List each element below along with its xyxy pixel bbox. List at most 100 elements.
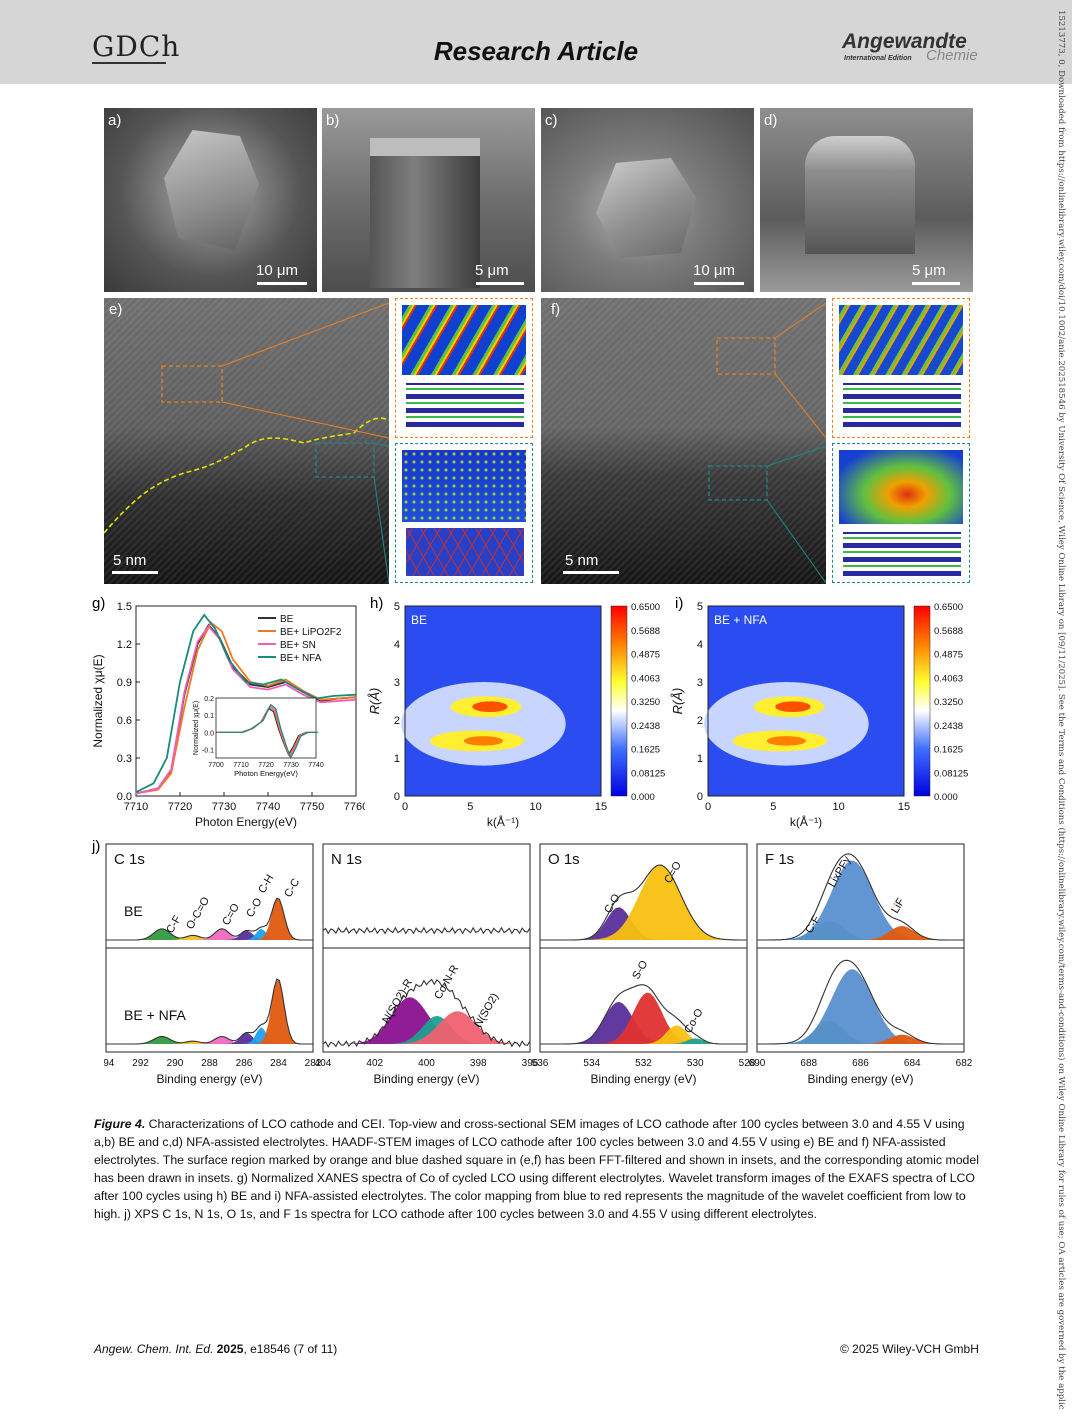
chart-title: BE — [411, 613, 427, 627]
xps-peak — [106, 978, 313, 1044]
x-axis-label: Binding energy (eV) — [156, 1072, 262, 1086]
gdch-logo: GDCh — [92, 30, 181, 63]
xps-peak — [106, 929, 313, 940]
colorbar-label: 0.4063 — [631, 673, 660, 684]
y-tick-label: 0.3 — [117, 753, 132, 765]
colorbar — [610, 605, 628, 797]
x-tick-label: 7710 — [124, 801, 148, 813]
x-tick-label: 528 — [739, 1058, 756, 1069]
panel-label: f) — [551, 301, 561, 318]
panel-label: c) — [545, 112, 558, 129]
colorbar-label: 0.4875 — [934, 650, 963, 661]
inset-x-tick-label: 7720 — [258, 762, 274, 769]
panel-label-g: g) — [92, 595, 106, 612]
panel-label-i: i) — [675, 595, 684, 612]
y-axis-label: R(Å) — [367, 688, 382, 715]
x-tick-label: 286 — [236, 1058, 253, 1069]
xps-envelope — [106, 897, 313, 941]
x-tick-label: 284 — [270, 1058, 287, 1069]
xps-envelope — [540, 984, 747, 1045]
colorbar-label: 0.1625 — [934, 745, 963, 756]
x-tick-label: 398 — [470, 1058, 487, 1069]
x-tick-label: 5 — [467, 801, 473, 813]
x-axis-label: Binding energy (eV) — [807, 1072, 913, 1086]
x-axis-label: k(Å⁻¹) — [790, 814, 822, 829]
panel-label: b) — [326, 112, 340, 129]
wavelet-chart-be: 0 5 10 15 0 1 2 3 4 5 k(Å⁻¹) R(Å) BE 0.6500 0.5688 0.48… — [367, 601, 665, 829]
y-tick-label: 0.9 — [117, 677, 132, 689]
x-tick-label: 530 — [687, 1058, 704, 1069]
inset-markers — [708, 302, 826, 584]
journal-logo: Angewandte — [842, 30, 967, 53]
crystal-shape — [805, 136, 915, 254]
footer-copyright: © 2025 Wiley-VCH GmbH — [840, 1342, 979, 1356]
scale-label: 10 μm — [256, 262, 298, 279]
sem-panel-d: d) 5 μm — [760, 108, 973, 292]
heatmap-peak-core — [472, 701, 508, 713]
y-tick-label: 3 — [697, 677, 703, 689]
xps-envelope — [757, 853, 964, 941]
y-tick-label: 4 — [394, 639, 400, 651]
xps-title: F 1s — [765, 851, 794, 868]
article-type: Research Article — [433, 36, 639, 66]
xps-title: C 1s — [114, 851, 145, 868]
x-tick-label: 404 — [315, 1058, 332, 1069]
x-tick-label: 7740 — [256, 801, 280, 813]
xps-envelope — [106, 978, 313, 1045]
fft-inset-e-blue — [395, 443, 533, 583]
y-tick-label: 1.2 — [117, 639, 132, 651]
plot-frame — [707, 605, 905, 797]
download-sidebar: 15213773, 0, Downloaded from https://onl… — [1056, 10, 1066, 1410]
panel-label: a) — [108, 112, 122, 129]
colorbar-label: 0.6500 — [631, 602, 660, 613]
x-tick-label: 402 — [366, 1058, 383, 1069]
inset-x-tick-label: 7740 — [308, 762, 324, 769]
colorbar-label: 0.4875 — [631, 650, 660, 661]
inset-x-axis-label: Photon Energy(eV) — [234, 769, 298, 778]
scale-label: 10 μm — [693, 262, 735, 279]
scale-bar — [912, 282, 960, 285]
x-tick-label: 15 — [898, 801, 910, 813]
inset-x-tick-label: 7700 — [208, 762, 224, 769]
y-tick-label: 1.5 — [117, 601, 132, 613]
scale-bar — [563, 571, 619, 574]
chart-title: BE + NFA — [714, 613, 767, 627]
x-tick-label: 282 — [305, 1058, 322, 1069]
scale-bar — [257, 282, 307, 285]
atomic-model — [406, 528, 524, 576]
y-tick-label: 4 — [697, 639, 703, 651]
colorbar-label: 0.2438 — [631, 721, 660, 732]
sem-panel-a: a) 10 μm — [104, 108, 317, 292]
x-tick-label: 10 — [530, 801, 542, 813]
x-tick-label: 7720 — [168, 801, 192, 813]
caption-text: Characterizations of LCO cathode and CEI… — [94, 1117, 979, 1221]
colorbar-label: 0.000 — [631, 792, 655, 803]
legend-label: BE+ LiPO2F2 — [280, 627, 342, 638]
colorbar-label: 0.000 — [934, 792, 958, 803]
atomic-model — [406, 383, 524, 427]
legend-label: BE+ SN — [280, 640, 316, 651]
xps-chart: C 1s 294 292 290 288 286 284 282 Binding energy … — [104, 843, 973, 1086]
colorbar-label: 0.2438 — [934, 721, 963, 732]
heatmap-peak-core — [775, 701, 811, 713]
scale-bar — [476, 282, 524, 285]
x-tick-label: 0 — [705, 801, 711, 813]
xps-envelope — [322, 926, 531, 935]
x-axis-label: Photon Energy(eV) — [195, 815, 297, 829]
inset-x-tick-label: 7710 — [233, 762, 249, 769]
y-axis-label: Normalized χμ(E) — [91, 654, 105, 747]
sem-panel-b: b) 5 μm — [322, 108, 535, 292]
x-tick-label: 288 — [201, 1058, 218, 1069]
x-axis-label: Binding energy (eV) — [373, 1072, 479, 1086]
x-tick-label: 688 — [800, 1058, 817, 1069]
footer-citation: Angew. Chem. Int. Ed. 2025, e18546 (7 of… — [94, 1342, 338, 1356]
x-tick-label: 0 — [402, 801, 408, 813]
scale-label: 5 nm — [565, 552, 599, 569]
x-tick-label: 400 — [418, 1058, 435, 1069]
inset-y-tick-label: 0.2 — [204, 696, 214, 703]
xps-peak — [323, 1015, 530, 1044]
x-tick-label: 10 — [833, 801, 845, 813]
crystal-shape — [596, 158, 696, 258]
scale-label: 5 nm — [113, 552, 147, 569]
